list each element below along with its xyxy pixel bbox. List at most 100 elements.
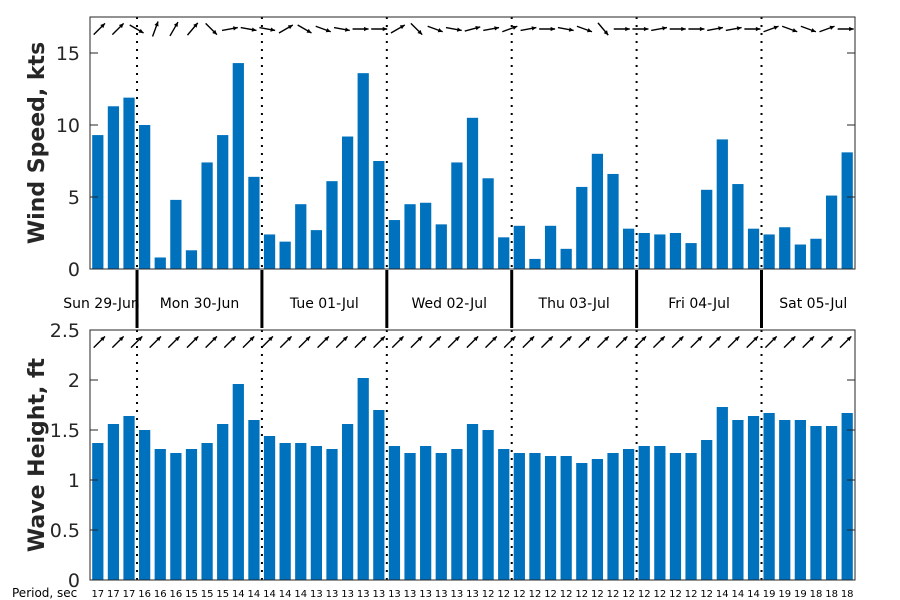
wave-direction-arrow (746, 335, 759, 349)
wave-bar (638, 446, 650, 580)
period-value: 12 (638, 589, 651, 600)
wave-bar (701, 440, 713, 580)
wave-direction-arrow (764, 335, 778, 349)
wind-direction-arrow (445, 26, 462, 32)
wave-bar (685, 453, 697, 580)
wind-direction-arrow (297, 24, 312, 34)
wave-direction-arrow (615, 335, 628, 349)
wave-bar (825, 426, 838, 580)
wave-bar (373, 410, 385, 580)
wind-direction-arrow (725, 26, 742, 32)
period-value: 19 (778, 589, 791, 600)
period-value: 14 (732, 589, 745, 600)
wave-bar (201, 443, 213, 580)
period-value: 12 (591, 589, 604, 600)
wind-bar (560, 248, 572, 269)
wind-bar (185, 250, 198, 269)
period-value: 12 (607, 589, 620, 600)
wave-direction-arrow (820, 335, 834, 349)
wave-bar (513, 453, 525, 580)
wind-ytick-label: 15 (56, 43, 80, 65)
wave-direction-arrow (242, 335, 255, 349)
period-value: 17 (123, 589, 136, 600)
wind-bar (357, 73, 369, 269)
period-label: Period, sec (12, 586, 77, 600)
period-value: 12 (575, 589, 588, 600)
wind-direction-arrow (688, 26, 705, 32)
wind-direction-arrow (800, 25, 817, 33)
wind-bar (139, 125, 151, 269)
wind-bar (107, 106, 120, 269)
wind-direction-arrow (576, 25, 593, 33)
wind-bar (591, 153, 604, 269)
wind-direction-arrow (278, 24, 294, 34)
wind-direction-arrow (557, 26, 574, 32)
wave-bar (310, 446, 322, 580)
period-value: 14 (263, 589, 276, 600)
wind-bar (263, 234, 276, 269)
wave-bar (92, 443, 104, 580)
wind-direction-arrow (819, 25, 835, 33)
period-value: 17 (107, 589, 120, 600)
wave-bar (451, 449, 463, 580)
wave-bar (747, 416, 760, 580)
day-label: Wed 02-Jul (412, 296, 488, 312)
wind-direction-arrow (129, 24, 144, 34)
wave-bar (466, 424, 479, 580)
wave-direction-arrow (578, 335, 591, 349)
wind-direction-arrow (707, 26, 724, 32)
period-value: 19 (794, 589, 807, 600)
wind-bar (763, 234, 775, 269)
period-value: 15 (201, 589, 214, 600)
wind-ylabel: Wind Speed, kts (25, 42, 50, 244)
period-row: Period, sec 17 17 17 16 16 16 15 15 15 14 14 14 14 14 1… (12, 586, 854, 600)
wind-direction-arrow (483, 26, 500, 32)
wind-ytick-label: 0 (68, 259, 80, 281)
wave-ytick-label: 0.5 (50, 520, 80, 542)
wind-bar (529, 258, 541, 269)
wave-direction-arrow (447, 335, 460, 349)
period-value: 13 (466, 589, 479, 600)
wave-bar (420, 446, 432, 580)
wind-bar (638, 233, 650, 269)
period-value: 15 (185, 589, 198, 600)
period-value: 12 (685, 589, 698, 600)
wind-direction-arrow (502, 25, 518, 33)
wind-direction-arrow (427, 25, 443, 33)
day-label: Mon 30-Jun (160, 296, 240, 312)
wind-bar (341, 136, 354, 269)
wave-direction-arrow (373, 335, 386, 349)
period-value: 14 (294, 589, 307, 600)
wind-bar (279, 241, 291, 269)
wind-direction-arrow (597, 22, 609, 36)
wind-bar (576, 186, 588, 269)
period-value: 13 (372, 589, 385, 600)
wave-bar (623, 449, 635, 580)
wind-bar (451, 162, 463, 269)
wave-direction-arrow (130, 335, 143, 349)
wave-direction-arrow (802, 335, 815, 349)
wave-bar (341, 424, 354, 580)
wind-bar (435, 224, 447, 269)
wind-bar (482, 178, 494, 269)
wave-direction-arrow (149, 335, 162, 349)
period-value: 12 (560, 589, 573, 600)
day-label: Fri 04-Jul (668, 296, 730, 312)
wave-bar (170, 453, 182, 580)
wave-direction-arrow (596, 335, 610, 349)
wind-bar (701, 189, 713, 269)
wave-direction-arrow (429, 335, 442, 349)
period-value: 13 (435, 589, 448, 600)
wind-bar (326, 181, 338, 269)
wave-direction-arrow (690, 335, 703, 349)
day-label: Tue 01-Jul (289, 296, 359, 312)
wave-direction-arrow (783, 335, 796, 349)
wind-direction-arrow (410, 22, 423, 36)
wave-ylabel: Wave Height, ft (25, 357, 50, 552)
wind-bar (654, 234, 666, 269)
wind-direction-arrow (781, 25, 798, 33)
wave-direction-arrow (466, 335, 479, 349)
wind-bar (669, 233, 682, 269)
wave-direction-arrow (335, 335, 349, 349)
period-value: 14 (747, 589, 760, 600)
